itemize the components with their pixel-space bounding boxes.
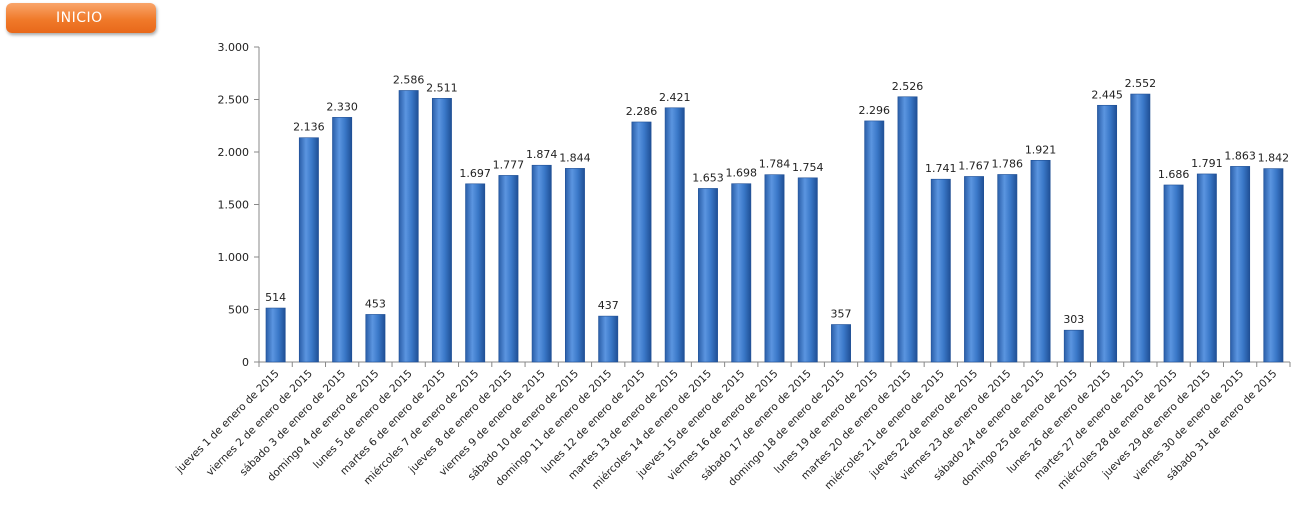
data-label: 2.511: [426, 81, 458, 94]
bar: [598, 315, 619, 363]
bar: [1130, 93, 1151, 363]
data-label: 1.791: [1191, 157, 1223, 170]
data-label: 1.754: [792, 161, 824, 174]
bar: [1097, 104, 1118, 363]
bar: [565, 168, 585, 363]
data-label: 2.445: [1091, 88, 1123, 101]
data-label: 1.921: [1025, 143, 1057, 156]
data-label: 2.421: [659, 91, 691, 104]
bar: [1263, 168, 1284, 363]
bar: [531, 164, 552, 363]
data-label: 514: [265, 291, 286, 304]
bar: [1196, 173, 1217, 363]
bar: [731, 183, 752, 363]
x-tick-label: miércoles 28 de enero de 2015: [1055, 368, 1179, 492]
data-label: 1.786: [992, 157, 1024, 170]
bar: [1030, 159, 1051, 363]
data-label: 1.686: [1158, 168, 1190, 181]
x-tick-label: miércoles 14 de enero de 2015: [590, 368, 714, 492]
bar: [465, 183, 486, 363]
bar: [797, 177, 818, 363]
y-tick-label: 500: [228, 304, 249, 317]
bar: [997, 174, 1018, 363]
data-label: 1.777: [493, 158, 525, 171]
data-label: 357: [831, 308, 852, 321]
data-label: 2.552: [1125, 77, 1157, 90]
bar: [265, 307, 286, 363]
data-label: 1.844: [559, 151, 591, 164]
data-label: 2.296: [859, 104, 891, 117]
bar: [498, 175, 519, 363]
bar: [1163, 184, 1184, 363]
bar: [1230, 166, 1251, 363]
y-tick-label: 0: [242, 356, 249, 369]
bar: [930, 178, 951, 363]
data-label: 1.697: [459, 167, 491, 180]
data-label: 2.286: [626, 105, 658, 118]
y-tick-label: 2.000: [218, 146, 250, 159]
inicio-button[interactable]: INICIO: [6, 3, 156, 33]
data-label: 1.767: [958, 159, 990, 172]
y-tick-label: 1.500: [218, 199, 250, 212]
data-label: 453: [365, 297, 386, 310]
data-label: 2.136: [293, 121, 325, 134]
data-label: 1.698: [725, 167, 757, 180]
data-label: 1.874: [526, 148, 558, 161]
chart-bars: [265, 90, 1284, 363]
bar: [631, 121, 652, 363]
data-label: 303: [1063, 313, 1084, 326]
bar: [332, 117, 353, 363]
bar: [431, 98, 452, 363]
y-tick-label: 2.500: [218, 94, 250, 107]
bar: [1063, 329, 1084, 363]
data-label: 1.741: [925, 162, 957, 175]
data-label: 1.653: [692, 171, 724, 184]
bar: [698, 188, 718, 363]
bar: [764, 174, 785, 363]
data-label: 2.586: [393, 73, 425, 86]
data-label: 2.330: [326, 100, 358, 113]
bar: [398, 90, 419, 363]
bar: [964, 176, 984, 363]
y-tick-label: 1.000: [218, 251, 250, 264]
data-label: 437: [598, 299, 619, 312]
data-label: 1.784: [759, 158, 791, 171]
data-label: 1.842: [1258, 152, 1290, 165]
bar: [864, 120, 885, 363]
bar: [298, 137, 319, 363]
bar: [897, 96, 918, 363]
data-label: 1.863: [1224, 149, 1256, 162]
data-label: 2.526: [892, 80, 924, 93]
x-tick-label: miércoles 21 de enero de 2015: [823, 368, 947, 492]
bar: [831, 324, 851, 363]
bar: [365, 314, 386, 363]
bar: [664, 107, 685, 363]
y-tick-label: 3.000: [218, 41, 250, 54]
